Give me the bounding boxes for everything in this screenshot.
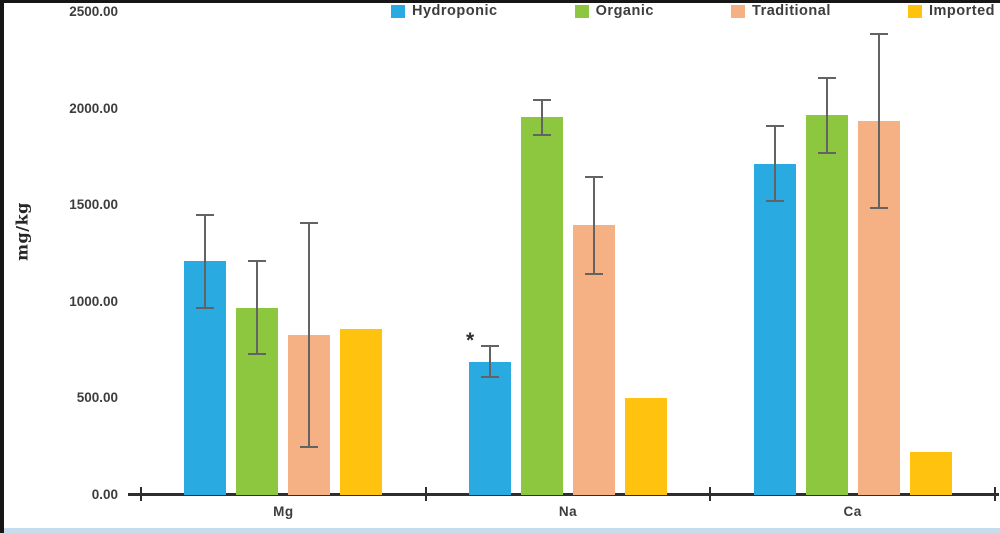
x-axis-tick bbox=[424, 487, 427, 501]
error-bar-cap-top bbox=[869, 33, 888, 36]
legend-label: Hydroponic bbox=[412, 3, 498, 19]
legend-swatch-icon bbox=[391, 4, 405, 18]
bar-imported-ca bbox=[909, 452, 952, 495]
legend-label: Traditional bbox=[752, 3, 831, 19]
x-axis-line bbox=[128, 493, 999, 496]
figure-top-border bbox=[0, 0, 1000, 3]
legend-item-organic: Organic bbox=[574, 3, 654, 19]
legend-item-traditional: Traditional bbox=[731, 3, 831, 19]
legend-label: Organic bbox=[595, 3, 654, 19]
x-category-label-ca: Ca bbox=[843, 504, 862, 519]
legend-swatch-icon bbox=[907, 4, 922, 18]
bar-organic-na bbox=[521, 117, 563, 495]
error-bar-cap-bottom bbox=[196, 306, 215, 309]
bar-imported-mg bbox=[340, 328, 383, 495]
error-bar-cap-bottom bbox=[869, 207, 888, 210]
error-bar-cap-top bbox=[196, 213, 215, 216]
bar-imported-na bbox=[625, 398, 667, 495]
y-tick-label: 1000.00 bbox=[69, 293, 118, 309]
legend-item-imported: Imported bbox=[907, 3, 995, 19]
error-bar-cap-top bbox=[817, 76, 836, 79]
error-bar-line bbox=[773, 125, 776, 202]
error-bar-cap-top bbox=[585, 176, 603, 179]
error-bar-cap-bottom bbox=[248, 352, 267, 355]
error-bar-cap-top bbox=[481, 345, 499, 348]
legend-swatch-icon bbox=[574, 4, 589, 18]
error-bar-cap-top bbox=[533, 98, 551, 101]
error-bar-cap-top bbox=[248, 260, 267, 263]
error-bar-line bbox=[308, 222, 311, 447]
figure-left-border bbox=[0, 0, 4, 533]
error-bar-cap-bottom bbox=[765, 200, 784, 203]
error-bar-line bbox=[204, 214, 207, 308]
x-category-label-na: Na bbox=[558, 504, 578, 519]
error-bar-cap-top bbox=[300, 221, 319, 224]
y-tick-label: 500.00 bbox=[76, 390, 118, 406]
error-bar-cap-bottom bbox=[585, 272, 603, 275]
bar-hydroponic-ca bbox=[753, 163, 796, 495]
error-bar-cap-bottom bbox=[817, 152, 836, 155]
y-tick-label: 2500.00 bbox=[69, 4, 118, 19]
chart-legend: Hydroponic Organic Traditional Imported bbox=[391, 3, 995, 19]
error-bar-line bbox=[593, 177, 595, 274]
error-bar-line bbox=[489, 346, 491, 378]
y-tick-label: 2000.00 bbox=[69, 100, 118, 116]
legend-swatch-icon bbox=[731, 4, 746, 18]
x-axis-tick bbox=[994, 487, 996, 501]
error-bar-line bbox=[825, 77, 828, 154]
y-tick-label: 1500.00 bbox=[69, 197, 118, 213]
error-bar-cap-bottom bbox=[533, 133, 551, 136]
error-bar-cap-top bbox=[765, 124, 784, 127]
x-axis-tick bbox=[709, 487, 712, 501]
y-tick-label: 0.00 bbox=[91, 487, 118, 502]
error-bar-line bbox=[256, 261, 259, 354]
error-bar-cap-bottom bbox=[300, 445, 319, 448]
bar-hydroponic-na bbox=[469, 361, 511, 495]
x-axis-tick bbox=[140, 487, 142, 501]
error-bar-line bbox=[877, 34, 880, 209]
x-category-label-mg: Mg bbox=[273, 504, 294, 519]
legend-label: Imported bbox=[928, 3, 995, 19]
error-bar-line bbox=[541, 99, 543, 135]
bar-organic-ca bbox=[805, 115, 848, 495]
error-bar-cap-bottom bbox=[481, 376, 499, 379]
legend-item-hydroponic: Hydroponic bbox=[391, 3, 498, 19]
significance-asterisk: * bbox=[466, 329, 475, 353]
bottom-highlight-strip bbox=[4, 528, 1000, 533]
